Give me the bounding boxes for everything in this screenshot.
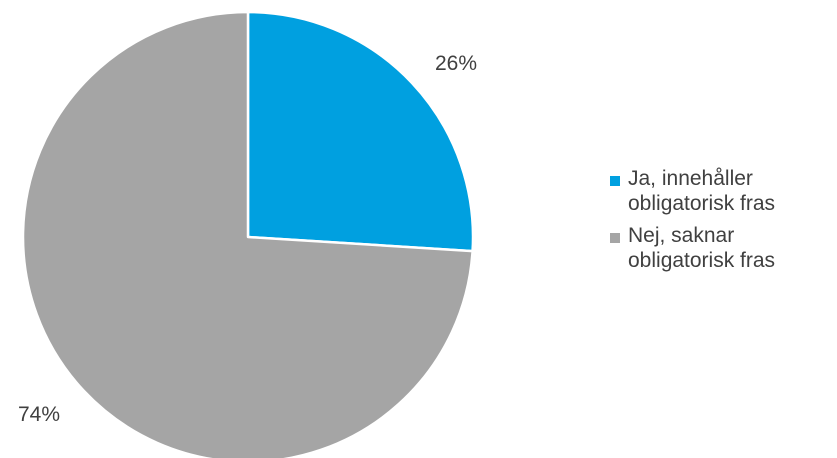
- pie-slices: [23, 12, 473, 458]
- data-label-ja: 26%: [435, 52, 477, 75]
- legend-item-nej: Nej, saknar obligatorisk fras: [608, 223, 833, 273]
- legend-swatch-nej: [610, 233, 620, 243]
- legend: Ja, innehåller obligatorisk fras Nej, sa…: [608, 166, 833, 280]
- legend-label-nej: Nej, saknar obligatorisk fras: [628, 223, 837, 273]
- pie-slice-ja: [248, 12, 473, 251]
- data-label-nej: 74%: [18, 403, 60, 426]
- legend-item-ja: Ja, innehåller obligatorisk fras: [608, 166, 833, 216]
- legend-label-ja: Ja, innehåller obligatorisk fras: [628, 166, 837, 216]
- legend-swatch-ja: [610, 176, 620, 186]
